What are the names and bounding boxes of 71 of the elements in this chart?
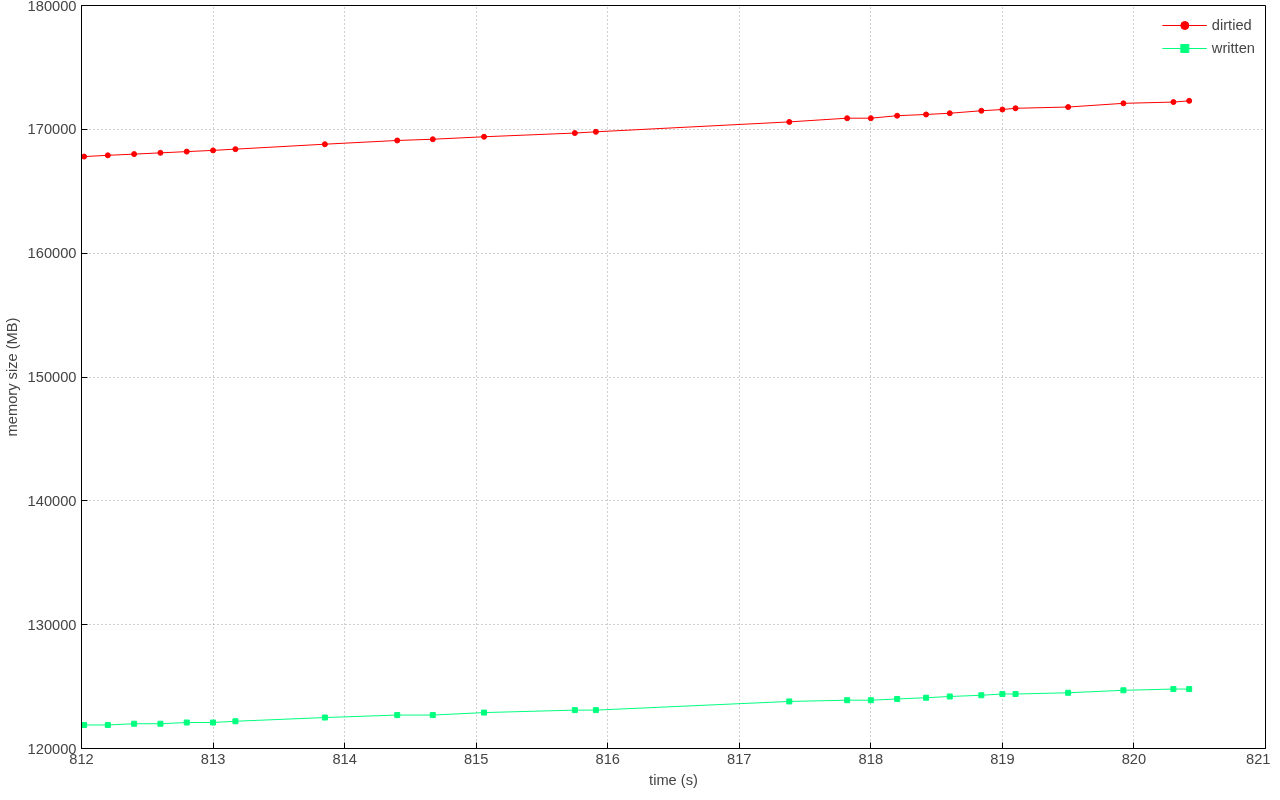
point: [104, 152, 111, 159]
point: [786, 118, 793, 125]
y-tick-label: 150000: [27, 369, 77, 385]
point: [104, 721, 111, 728]
point: [81, 721, 88, 728]
point: [867, 697, 874, 704]
x-tick-label: 821: [1246, 750, 1271, 767]
point: [1012, 691, 1019, 698]
point: [571, 130, 578, 137]
point: [844, 697, 851, 704]
point: [157, 149, 164, 156]
point: [571, 707, 578, 714]
x-axis-title: time (s): [649, 771, 698, 788]
y-tick-label: 130000: [27, 616, 77, 633]
point: [131, 151, 138, 158]
y-tick-label: 160000: [27, 245, 77, 262]
point: [1186, 97, 1193, 104]
point: [481, 133, 488, 140]
y-tick-label: 180000: [27, 0, 77, 14]
point: [844, 115, 851, 122]
legend-label: dirtied: [1211, 17, 1252, 33]
point: [81, 153, 88, 160]
point: [978, 692, 985, 699]
point: [592, 707, 599, 714]
x-tick-label: 820: [1121, 750, 1147, 767]
point: [394, 137, 401, 144]
point: [1120, 100, 1127, 107]
point: [894, 695, 901, 702]
x-tick-label: 816: [595, 750, 620, 767]
legend-label: written: [1211, 40, 1255, 56]
point: [210, 147, 217, 154]
y-tick-label: 170000: [27, 121, 77, 138]
point: [978, 107, 985, 114]
point: [1012, 105, 1019, 112]
point: [999, 691, 1006, 698]
x-tick-label: 819: [990, 750, 1015, 767]
y-tick-label: 140000: [27, 492, 77, 509]
point: [1065, 689, 1072, 696]
x-tick-label: 817: [727, 750, 752, 767]
x-tick-label: 814: [332, 750, 357, 767]
point: [894, 112, 901, 119]
y-axis-title: memory size (MB): [3, 317, 20, 437]
point: [232, 146, 239, 153]
point: [1186, 686, 1193, 693]
point: [592, 128, 599, 135]
point: [1065, 104, 1072, 111]
point: [867, 115, 874, 122]
x-tick-label: 813: [200, 750, 226, 767]
point: [999, 106, 1006, 113]
point: [946, 110, 953, 117]
point: [946, 693, 953, 700]
point: [481, 709, 488, 716]
point: [321, 714, 328, 721]
x-tick-label: 815: [463, 750, 489, 767]
point: [1170, 686, 1177, 693]
point: [232, 718, 239, 725]
point: [786, 698, 793, 705]
point: [183, 148, 190, 155]
point: [923, 694, 930, 701]
point: [321, 141, 328, 148]
point: [429, 136, 436, 143]
point: [1170, 99, 1177, 106]
point: [183, 719, 190, 726]
point: [131, 720, 138, 727]
x-tick-label: 818: [858, 750, 884, 767]
point: [210, 719, 217, 726]
point: [429, 712, 436, 719]
point: [157, 720, 164, 727]
point: [1120, 687, 1127, 694]
point: [923, 111, 930, 118]
point: [394, 712, 401, 719]
